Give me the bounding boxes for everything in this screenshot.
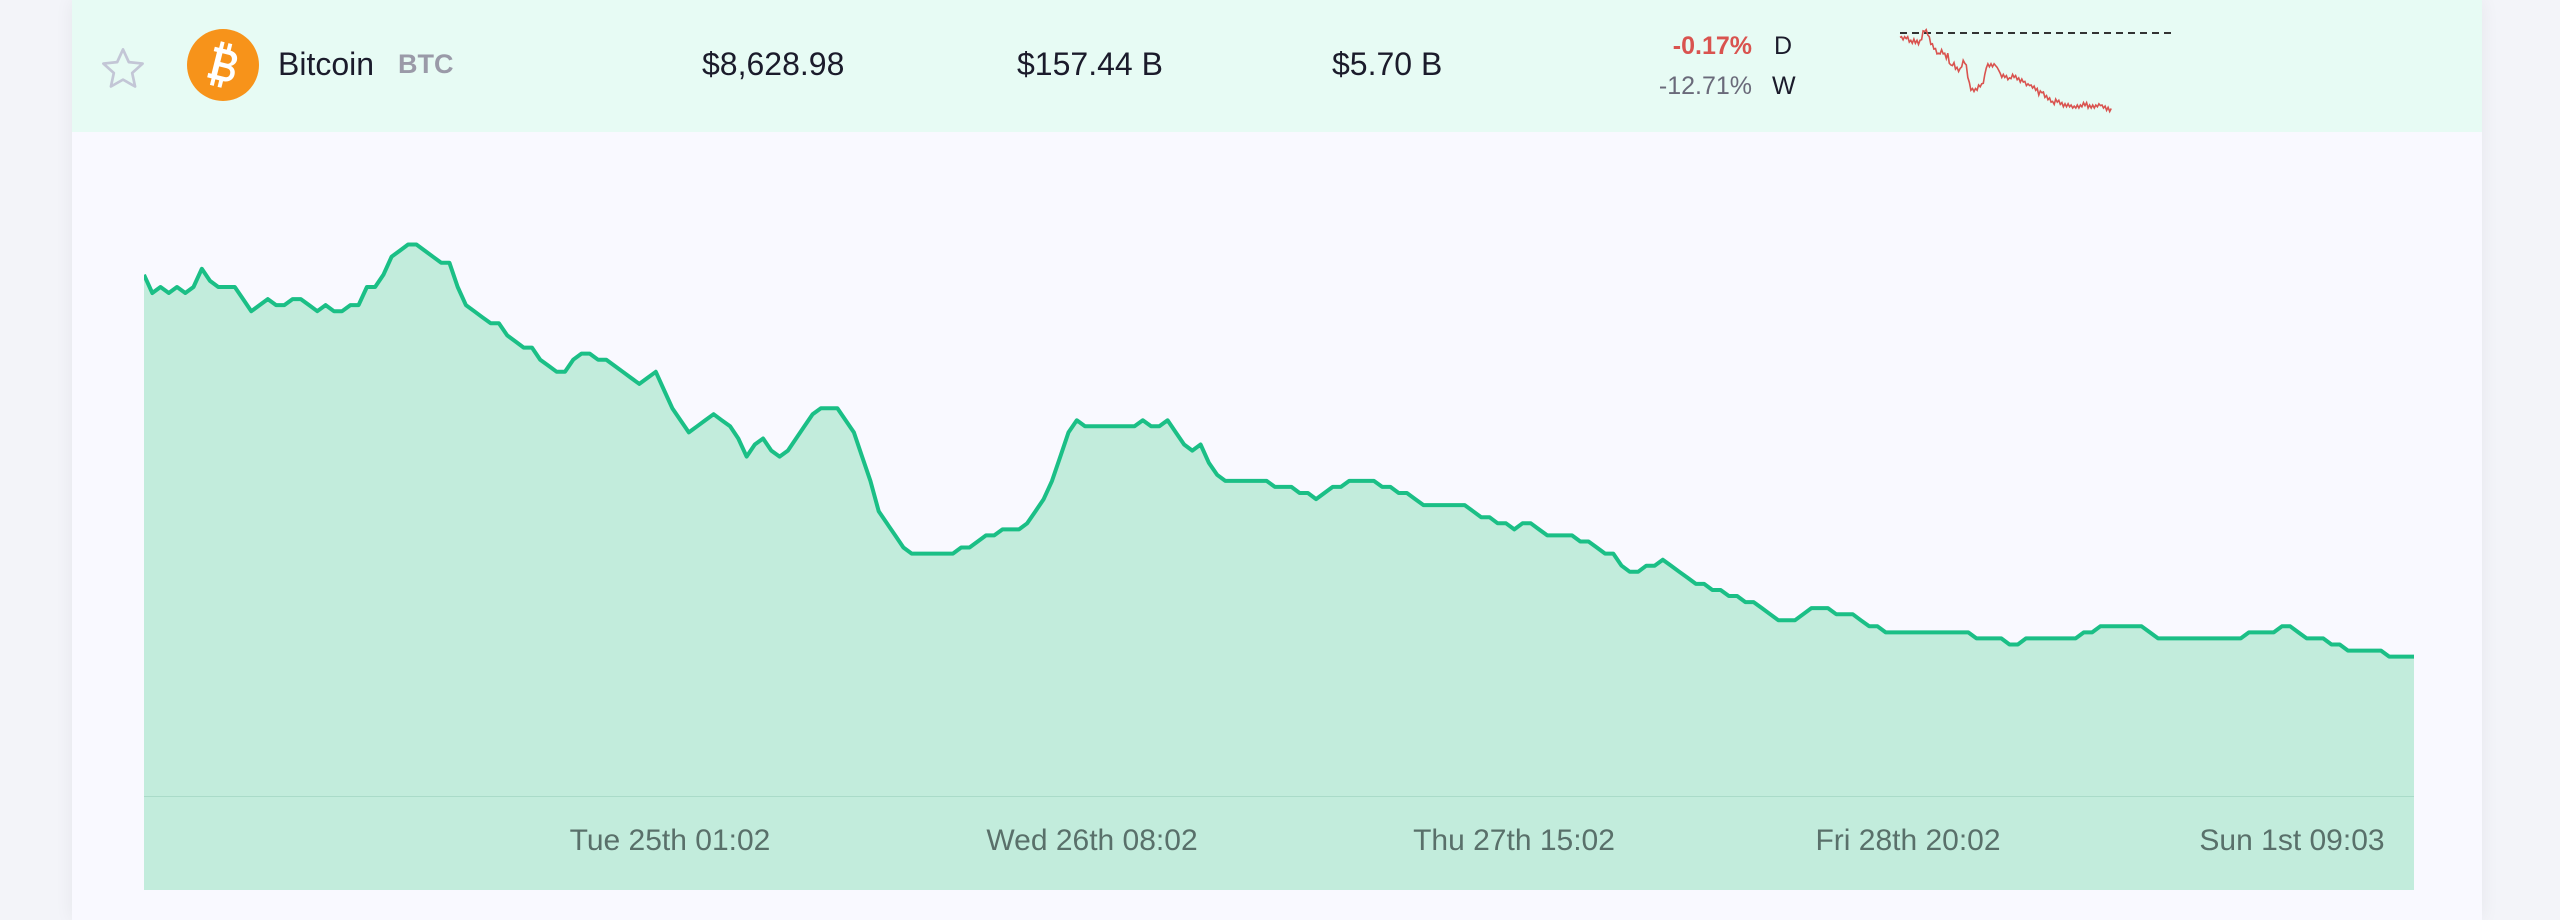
change-day-value: -0.17% <box>1672 32 1752 60</box>
price-chart[interactable] <box>144 160 2414 890</box>
x-tick-label: Fri 28th 20:02 <box>1815 824 2001 857</box>
bitcoin-icon <box>187 29 259 101</box>
price-line <box>144 242 2414 659</box>
x-tick-label: Thu 27th 15:02 <box>1413 824 1615 857</box>
coin-name[interactable]: Bitcoin <box>278 46 375 82</box>
sparkline <box>1899 28 2172 114</box>
change-week-label: W <box>1772 72 1796 100</box>
change-day-label: D <box>1774 32 1793 60</box>
volume: $5.70 B <box>1332 46 1443 82</box>
x-tick-label: Tue 25th 01:02 <box>569 824 771 857</box>
star-outline-icon[interactable] <box>98 44 148 94</box>
sparkline-line <box>1899 28 2112 114</box>
change-week-value: -12.71% <box>1658 72 1752 100</box>
x-tick-label: Wed 26th 08:02 <box>986 824 1198 857</box>
market-cap: $157.44 B <box>1017 46 1163 82</box>
coin-symbol: BTC <box>398 49 454 79</box>
x-tick-label: Sun 1st 09:03 <box>2199 824 2385 857</box>
coin-row[interactable]: Bitcoin BTC $8,628.98 $157.44 B $5.70 B … <box>72 0 2482 132</box>
price-area <box>144 244 2414 796</box>
coin-price: $8,628.98 <box>702 46 845 82</box>
coin-card: Bitcoin BTC $8,628.98 $157.44 B $5.70 B … <box>72 0 2482 920</box>
chart-bottom-band <box>144 796 2414 890</box>
